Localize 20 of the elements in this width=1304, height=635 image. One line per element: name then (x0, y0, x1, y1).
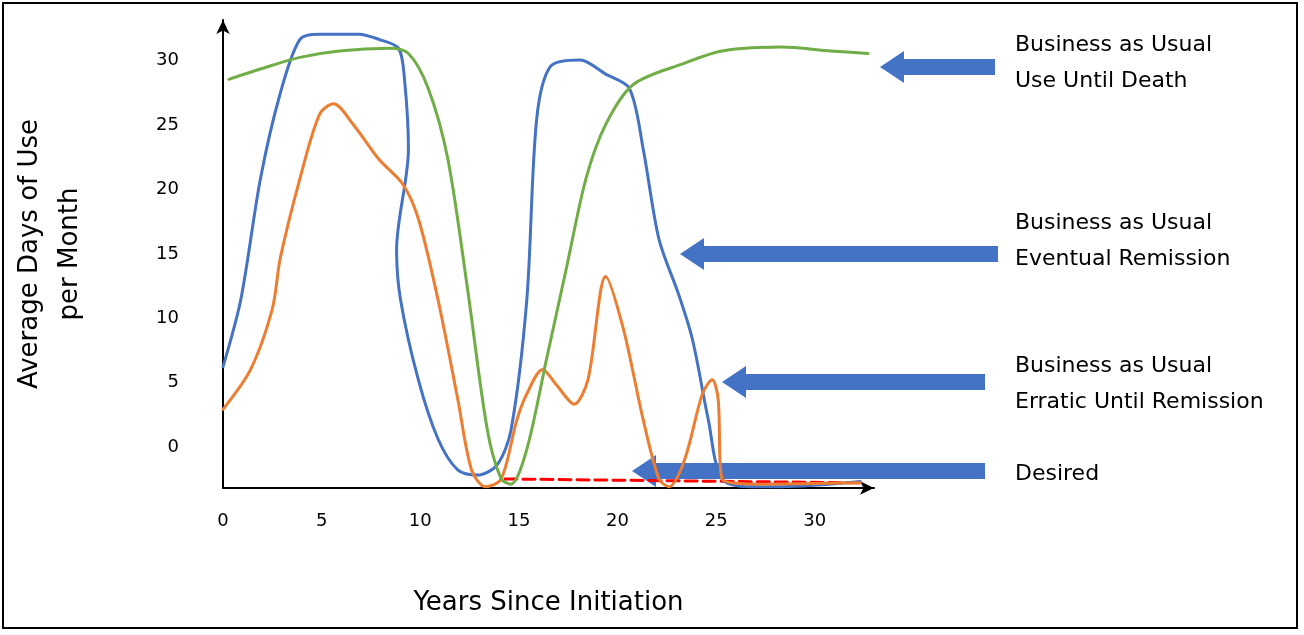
x-tick-label: 15 (507, 508, 531, 530)
y-tick-label: 20 (156, 177, 179, 199)
text: Desired (1015, 459, 1100, 487)
x-tick-label: 30 (803, 508, 827, 530)
x-tick-label: 5 (315, 508, 328, 530)
text: Business as Usual Use Until Death (1015, 30, 1213, 94)
y-tick-label: 15 (156, 241, 179, 263)
y-axis-title: Average Days of Use per Month (13, 118, 83, 390)
x-tick-label: 0 (217, 508, 229, 530)
text: Business as Usual Erratic Until Remission (1015, 351, 1264, 415)
y-tick-label: 5 (167, 370, 179, 392)
y-tick-label: 0 (167, 434, 179, 456)
y-tick-label: 10 (156, 306, 179, 328)
x-tick-label: 25 (704, 508, 728, 530)
x-axis-title: Years Since Initiation (412, 586, 684, 616)
x-tick-label: 10 (408, 508, 432, 530)
y-tick-label: 25 (156, 112, 179, 134)
x-tick-label: 20 (606, 508, 629, 530)
y-tick-label: 30 (156, 48, 179, 70)
text: Business as Usual Eventual Remission (1015, 208, 1231, 272)
